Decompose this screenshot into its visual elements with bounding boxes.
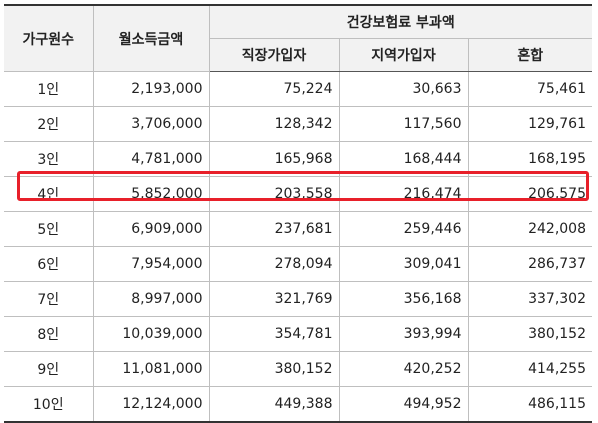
table-body: 1인 2,193,000 75,224 30,663 75,461 2인 3,7… (4, 71, 592, 423)
cell-income: 4,781,000 (92, 141, 210, 177)
table-row: 9인 11,081,000 380,152 420,252 414,255 (4, 351, 592, 387)
table-row: 7인 8,997,000 321,769 356,168 337,302 (4, 281, 592, 317)
cell-employee: 278,094 (208, 246, 340, 282)
cell-income: 2,193,000 (92, 71, 210, 107)
cell-regional: 259,446 (338, 211, 469, 247)
cell-mixed: 206,575 (467, 176, 592, 212)
cell-household: 6인 (4, 246, 94, 282)
cell-regional: 393,994 (338, 316, 469, 352)
cell-mixed: 486,115 (467, 386, 592, 423)
cell-household: 5인 (4, 211, 94, 247)
table-row: 6인 7,954,000 278,094 309,041 286,737 (4, 246, 592, 282)
cell-income: 7,954,000 (92, 246, 210, 282)
header-premium-group: 건강보험료 부과액 (208, 4, 592, 39)
cell-regional: 494,952 (338, 386, 469, 423)
cell-household: 9인 (4, 351, 94, 387)
cell-income: 8,997,000 (92, 281, 210, 317)
header-mixed: 혼합 (467, 38, 592, 72)
cell-income: 6,909,000 (92, 211, 210, 247)
cell-regional: 356,168 (338, 281, 469, 317)
cell-employee: 237,681 (208, 211, 340, 247)
cell-mixed: 129,761 (467, 106, 592, 142)
header-regional: 지역가입자 (338, 38, 469, 72)
cell-regional: 168,444 (338, 141, 469, 177)
cell-employee: 203,558 (208, 176, 340, 212)
cell-mixed: 75,461 (467, 71, 592, 107)
table-header: 가구원수 월소득금액 건강보험료 부과액 직장가입자 지역가입자 혼합 (4, 4, 592, 72)
cell-mixed: 168,195 (467, 141, 592, 177)
cell-income: 10,039,000 (92, 316, 210, 352)
cell-regional: 420,252 (338, 351, 469, 387)
cell-mixed: 414,255 (467, 351, 592, 387)
cell-mixed: 242,008 (467, 211, 592, 247)
cell-employee: 449,388 (208, 386, 340, 423)
header-employee: 직장가입자 (209, 38, 340, 72)
table-row: 1인 2,193,000 75,224 30,663 75,461 (4, 71, 592, 107)
cell-employee: 75,224 (208, 71, 340, 107)
cell-income: 5,852,000 (92, 176, 210, 212)
cell-employee: 380,152 (208, 351, 340, 387)
cell-mixed: 380,152 (467, 316, 592, 352)
table-row: 8인 10,039,000 354,781 393,994 380,152 (4, 316, 592, 352)
cell-employee: 321,769 (208, 281, 340, 317)
table-row: 5인 6,909,000 237,681 259,446 242,008 (4, 211, 592, 247)
premium-table-container: 가구원수 월소득금액 건강보험료 부과액 직장가입자 지역가입자 혼합 1인 2… (4, 4, 592, 423)
health-insurance-premium-table: 가구원수 월소득금액 건강보험료 부과액 직장가입자 지역가입자 혼합 1인 2… (4, 4, 592, 423)
cell-mixed: 286,737 (467, 246, 592, 282)
cell-regional: 30,663 (338, 71, 469, 107)
cell-employee: 354,781 (208, 316, 340, 352)
header-income: 월소득금액 (92, 4, 210, 72)
cell-household: 2인 (4, 106, 94, 142)
table-row-highlighted: 4인 5,852,000 203,558 216,474 206,575 (4, 176, 592, 212)
cell-mixed: 337,302 (467, 281, 592, 317)
cell-household: 10인 (4, 386, 94, 423)
cell-income: 3,706,000 (92, 106, 210, 142)
cell-income: 12,124,000 (92, 386, 210, 423)
cell-income: 11,081,000 (92, 351, 210, 387)
cell-household: 7인 (4, 281, 94, 317)
cell-household: 8인 (4, 316, 94, 352)
cell-household: 1인 (4, 71, 94, 107)
cell-household: 3인 (4, 141, 94, 177)
cell-regional: 216,474 (338, 176, 469, 212)
cell-regional: 309,041 (338, 246, 469, 282)
cell-regional: 117,560 (338, 106, 469, 142)
cell-employee: 165,968 (208, 141, 340, 177)
table-row: 3인 4,781,000 165,968 168,444 168,195 (4, 141, 592, 177)
header-household: 가구원수 (4, 4, 94, 72)
cell-household: 4인 (4, 176, 94, 212)
table-row: 10인 12,124,000 449,388 494,952 486,115 (4, 386, 592, 423)
table-row: 2인 3,706,000 128,342 117,560 129,761 (4, 106, 592, 142)
cell-employee: 128,342 (208, 106, 340, 142)
